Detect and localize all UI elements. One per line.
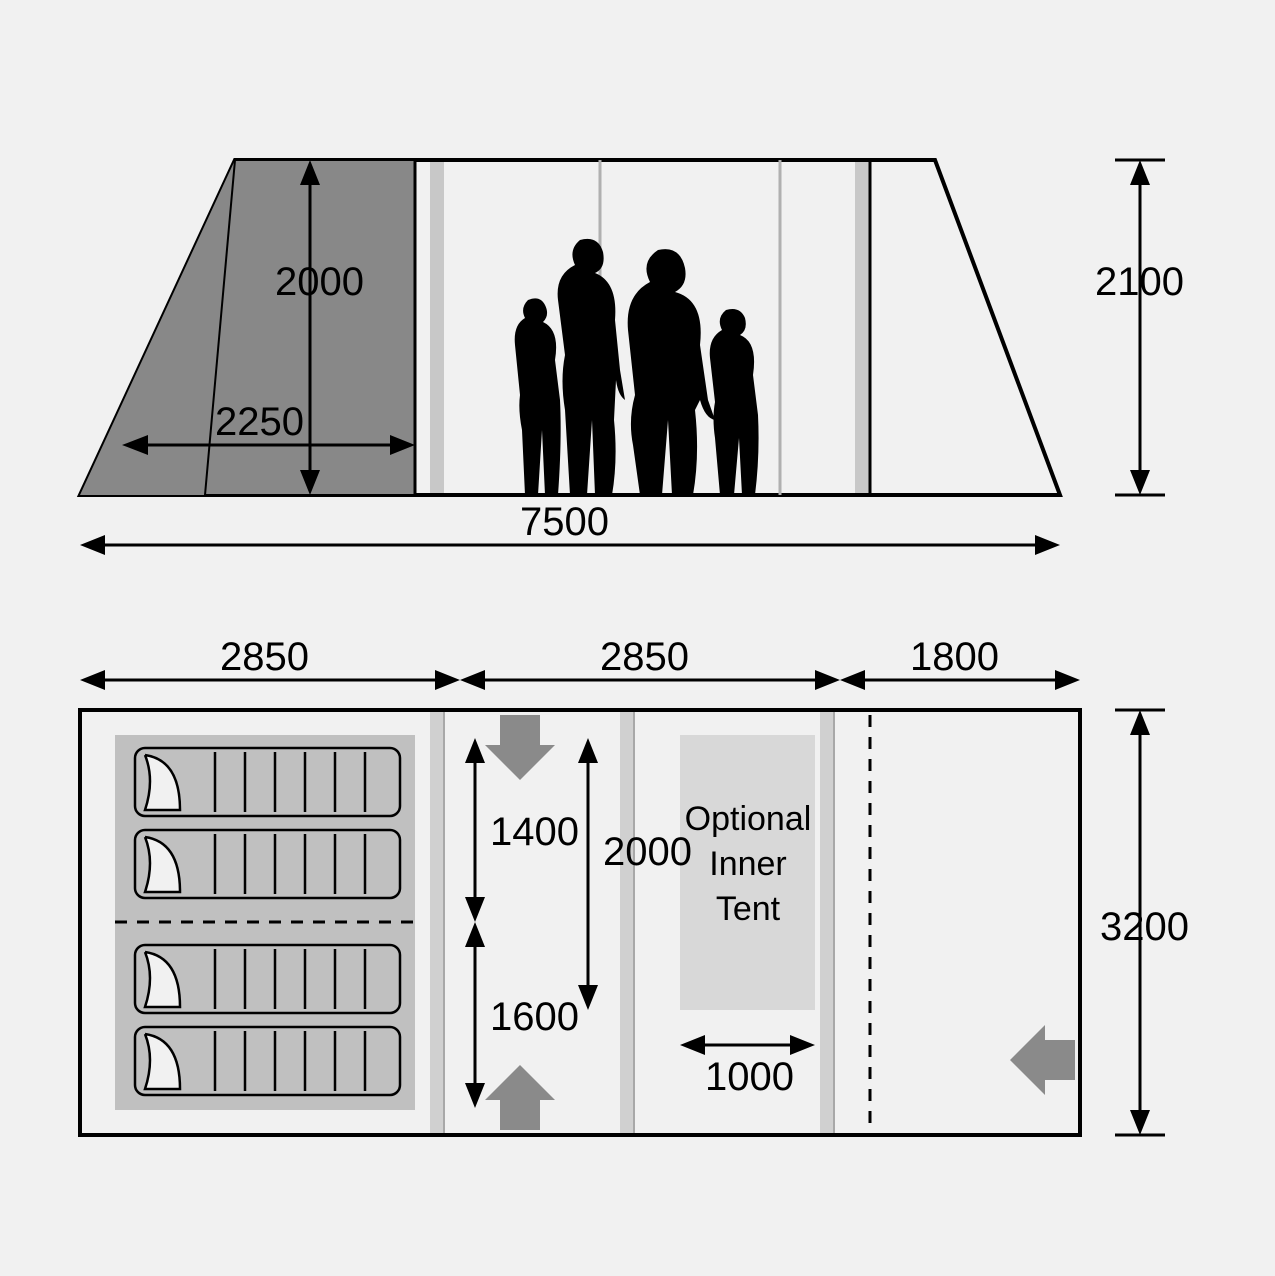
elevation-view: 2000 2250 7500 2100 bbox=[80, 160, 1184, 555]
dim-3200: 3200 bbox=[1100, 710, 1189, 1135]
label-optional-3: Tent bbox=[716, 890, 781, 928]
label-section2: 2850 bbox=[600, 635, 689, 679]
dim-overall-height: 2100 bbox=[1095, 160, 1184, 495]
plan-pole-1 bbox=[430, 712, 444, 1133]
elevation-pole-1-shade bbox=[430, 162, 444, 493]
family-silhouettes bbox=[515, 239, 759, 495]
plan-pole-3 bbox=[820, 712, 834, 1133]
entry-arrow-right bbox=[1010, 1025, 1075, 1095]
label-optional-2: Inner bbox=[709, 845, 787, 883]
label-overall-width: 7500 bbox=[520, 500, 609, 544]
plan-view: 2850 2850 1800 bbox=[80, 635, 1189, 1135]
label-inner-width: 2250 bbox=[215, 400, 304, 444]
label-1600: 1600 bbox=[490, 995, 579, 1039]
label-section1: 2850 bbox=[220, 635, 309, 679]
elevation-pole-4-shade bbox=[855, 162, 869, 493]
label-optional-1: Optional bbox=[685, 800, 812, 838]
entry-arrow-bottom bbox=[485, 1065, 555, 1130]
label-1000: 1000 bbox=[705, 1055, 794, 1099]
label-2000-door: 2000 bbox=[603, 830, 692, 874]
entry-arrow-top bbox=[485, 715, 555, 780]
dim-section1: 2850 bbox=[80, 635, 460, 690]
label-overall-height: 2100 bbox=[1095, 260, 1184, 304]
dim-section3: 1800 bbox=[840, 635, 1080, 690]
dim-overall-width: 7500 bbox=[80, 500, 1060, 555]
dim-section2: 2850 bbox=[460, 635, 840, 690]
label-1400: 1400 bbox=[490, 810, 579, 854]
plan-pole-2 bbox=[620, 712, 634, 1133]
label-inner-height: 2000 bbox=[275, 260, 364, 304]
diagram-svg: 2000 2250 7500 2100 bbox=[0, 0, 1275, 1276]
tent-dimensions-diagram: 2000 2250 7500 2100 bbox=[0, 0, 1275, 1276]
dim-1000: 1000 bbox=[680, 1035, 815, 1099]
label-3200: 3200 bbox=[1100, 905, 1189, 949]
label-section3: 1800 bbox=[910, 635, 999, 679]
